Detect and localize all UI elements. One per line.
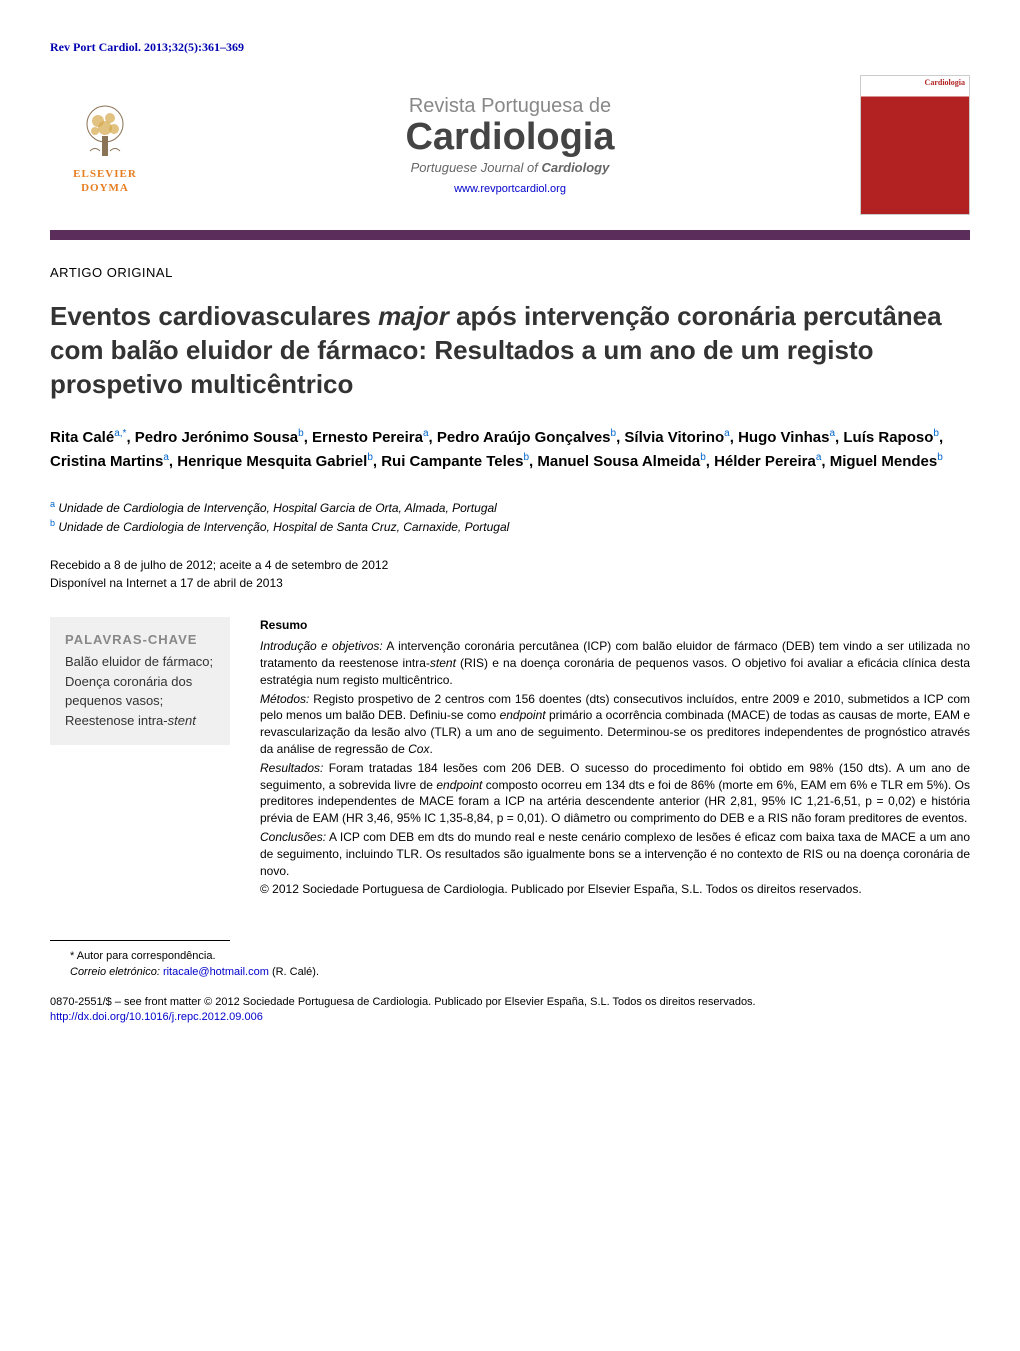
corresponding-marker: * Autor para correspondência.	[70, 949, 970, 964]
abstract-paragraph: Resultados: Foram tratadas 184 lesões co…	[260, 760, 970, 827]
divider-bar	[50, 230, 970, 240]
keyword-item: Balão eluidor de fármaco;	[65, 652, 215, 672]
keywords-list: Balão eluidor de fármaco;Doença coronári…	[65, 652, 215, 730]
journal-pretitle: Revista Portuguesa de	[160, 95, 860, 118]
corresponding-author: * Autor para correspondência. Correio el…	[70, 949, 970, 980]
corresponding-email-line: Correio eletrónico: ritacale@hotmail.com…	[70, 965, 970, 980]
journal-url-link[interactable]: www.revportcardiol.org	[160, 183, 860, 195]
abstract-paragraph: Conclusões: A ICP com DEB em dts do mund…	[260, 829, 970, 879]
abstract-paragraph: Métodos: Registo prospetivo de 2 centros…	[260, 691, 970, 758]
publisher-name: ELSEVIER	[73, 168, 137, 180]
publisher-subname: DOYMA	[81, 182, 129, 194]
journal-main-title: Cardiologia	[160, 118, 860, 156]
copyright-text: 0870-2551/$ – see front matter © 2012 So…	[50, 995, 970, 1010]
journal-banner: ELSEVIER DOYMA Revista Portuguesa de Car…	[50, 75, 970, 230]
abstract-heading: Resumo	[260, 617, 970, 634]
online-date: Disponível na Internet a 17 de abril de …	[50, 574, 970, 592]
article-title: Eventos cardiovasculares major após inte…	[50, 300, 970, 401]
abstract-copyright: © 2012 Sociedade Portuguesa de Cardiolog…	[260, 881, 970, 898]
affiliation-a: a Unidade de Cardiologia de Intervenção,…	[50, 498, 970, 517]
affiliation-b: b Unidade de Cardiologia de Intervenção,…	[50, 517, 970, 536]
footer-divider	[50, 940, 230, 941]
abstract-section: PALAVRAS-CHAVE Balão eluidor de fármaco;…	[50, 617, 970, 900]
keywords-heading: PALAVRAS-CHAVE	[65, 632, 215, 647]
abstract-paragraph: Introdução e objetivos: A intervenção co…	[260, 638, 970, 688]
elsevier-tree-icon	[70, 96, 140, 166]
corresponding-email-link[interactable]: ritacale@hotmail.com	[163, 966, 269, 978]
article-dates: Recebido a 8 de julho de 2012; aceite a …	[50, 556, 970, 592]
keyword-item: Reestenose intra-stent	[65, 711, 215, 731]
journal-cover-thumbnail: Cardiologia	[860, 75, 970, 215]
journal-title-block: Revista Portuguesa de Cardiologia Portug…	[160, 95, 860, 195]
keyword-item: Doença coronária dos pequenos vasos;	[65, 672, 215, 711]
cover-title-text: Cardiologia	[925, 78, 965, 87]
article-type-label: ARTIGO ORIGINAL	[50, 265, 970, 280]
affiliations: a Unidade de Cardiologia de Intervenção,…	[50, 498, 970, 536]
publisher-logo: ELSEVIER DOYMA	[50, 96, 160, 194]
authors-list: Rita Caléa,*, Pedro Jerónimo Sousab, Ern…	[50, 426, 970, 473]
journal-subtitle: Portuguese Journal of Cardiology	[160, 160, 860, 175]
keywords-box: PALAVRAS-CHAVE Balão eluidor de fármaco;…	[50, 617, 230, 745]
copyright-footer: 0870-2551/$ – see front matter © 2012 So…	[50, 995, 970, 1026]
received-accepted-date: Recebido a 8 de julho de 2012; aceite a …	[50, 556, 970, 574]
abstract-content: Resumo Introdução e objetivos: A interve…	[260, 617, 970, 900]
citation-header: Rev Port Cardiol. 2013;32(5):361–369	[50, 40, 970, 55]
doi-link[interactable]: http://dx.doi.org/10.1016/j.repc.2012.09…	[50, 1011, 263, 1023]
